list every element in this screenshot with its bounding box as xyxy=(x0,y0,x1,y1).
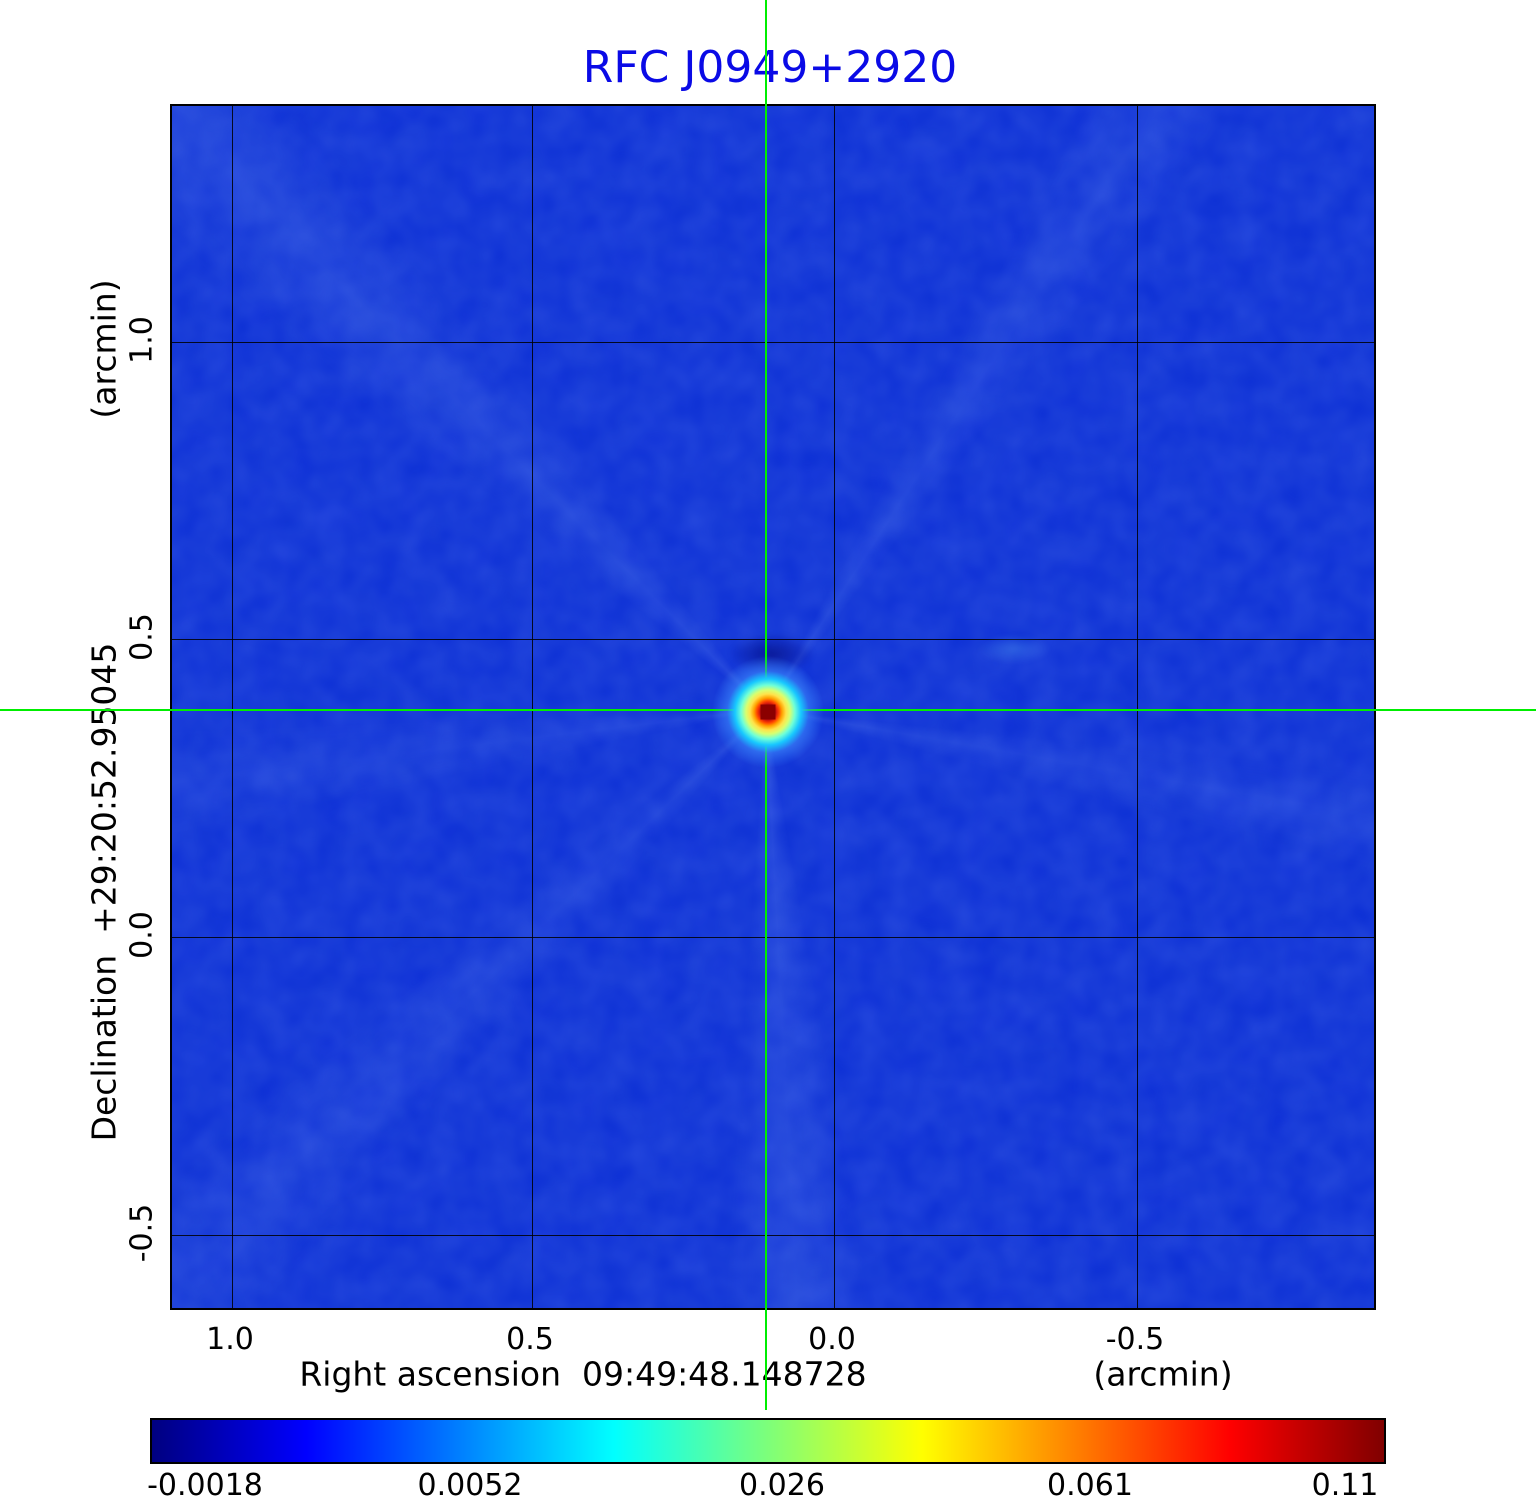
y-tick-label-0.0: 0.0 xyxy=(124,911,160,959)
x-tick-label-0.5: 0.5 xyxy=(506,1322,554,1357)
colorbar-tick-2: 0.0052 xyxy=(417,1468,523,1503)
y-tick-label--0.5: -0.5 xyxy=(124,1203,160,1263)
faint-positive-smudge xyxy=(977,634,1051,664)
x-tick-label-1.0: 1.0 xyxy=(206,1322,254,1357)
x-tick-label--0.5: -0.5 xyxy=(1105,1322,1165,1357)
y-axis-label: Declination +29:20:52.95045 xyxy=(84,642,124,1142)
y-tick-label-1.0: 1.0 xyxy=(124,316,160,364)
colorbar-tick-5: 0.11 xyxy=(1311,1468,1379,1503)
plot-title: RFC J0949+2920 xyxy=(582,42,958,93)
gridline-y-0.0 xyxy=(172,937,1374,938)
colorbar-gradient xyxy=(152,1420,1384,1462)
x-axis-label: Right ascension 09:49:48.148728 xyxy=(299,1354,867,1394)
colorbar-tick-3: 0.026 xyxy=(739,1468,825,1503)
gridline-x-0.0 xyxy=(834,106,835,1308)
x-axis-unit-label: (arcmin) xyxy=(1093,1354,1233,1394)
x-tick-label-0.0: 0.0 xyxy=(808,1322,856,1357)
colorbar-tick-1: -0.0018 xyxy=(147,1468,263,1503)
colorbar xyxy=(150,1418,1386,1464)
gridline-y--0.5 xyxy=(172,1235,1374,1236)
gridline-x--0.5 xyxy=(1137,106,1138,1308)
y-tick-label-0.5: 0.5 xyxy=(124,613,160,661)
colorbar-tick-4: 0.061 xyxy=(1047,1468,1133,1503)
gridline-x-0.5 xyxy=(532,106,533,1308)
point-source-core xyxy=(760,704,776,720)
image-plot xyxy=(170,104,1376,1310)
gridline-x-1.0 xyxy=(232,106,233,1308)
gridline-y-1.0 xyxy=(172,342,1374,343)
y-axis-unit-label: (arcmin) xyxy=(84,279,124,419)
